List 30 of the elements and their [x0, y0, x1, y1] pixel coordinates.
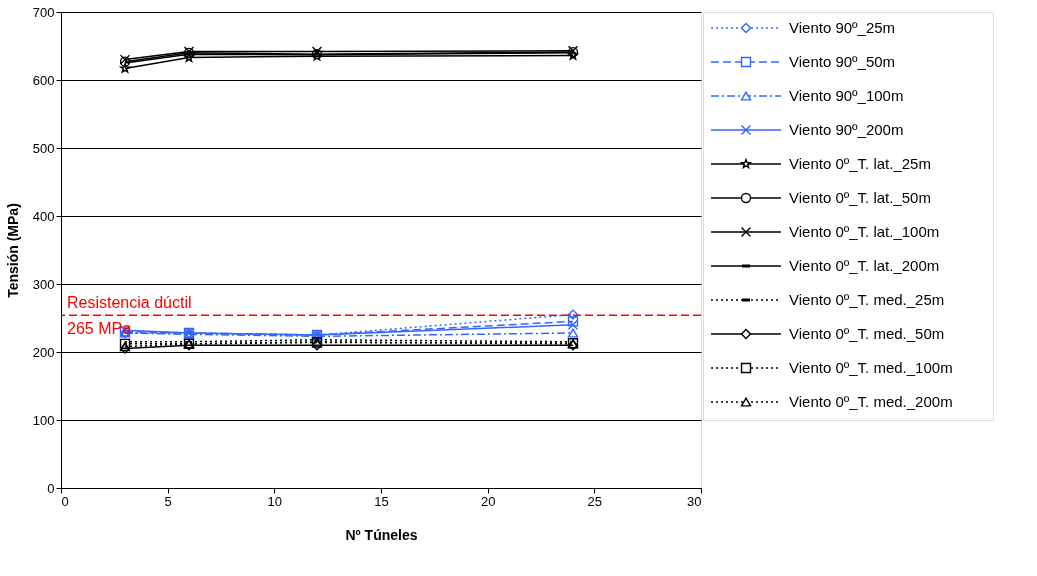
legend-label: Viento 90º_200m — [789, 121, 904, 138]
legend-label: Viento 0º_T. med._50m — [789, 325, 945, 342]
y-tick-label: 400 — [32, 208, 55, 224]
y-tick-label: 0 — [47, 480, 55, 496]
legend-label: Viento 0º_T. lat._50m — [789, 189, 931, 206]
x-tick-label: 5 — [164, 493, 172, 509]
y-tick-label: 600 — [32, 72, 55, 88]
legend-label: Viento 0º_T. lat._25m — [789, 155, 931, 172]
y-tick-label: 200 — [32, 344, 55, 360]
legend-label: Viento 0º_T. med._25m — [789, 291, 945, 308]
y-tick-label: 500 — [32, 140, 55, 156]
x-tick-label: 25 — [587, 493, 603, 509]
x-tick-label: 10 — [267, 493, 283, 509]
x-tick-label: 20 — [480, 493, 496, 509]
y-tick-label: 300 — [32, 276, 55, 292]
legend-label: Viento 90º_25m — [789, 19, 896, 36]
legend-label: Viento 90º_100m — [789, 87, 904, 104]
legend-label: Viento 0º_T. med._100m — [789, 359, 953, 376]
legend-label: Viento 0º_T. lat._100m — [789, 223, 940, 240]
x-tick-label: 0 — [61, 493, 69, 509]
x-tick-label: 30 — [687, 493, 702, 509]
legend-label: Viento 90º_50m — [789, 53, 896, 70]
x-tick-label: 15 — [374, 493, 389, 509]
legend-label: Viento 0º_T. med._200m — [789, 393, 953, 410]
y-axis-title: Tensión (MPa) — [4, 203, 21, 298]
y-tick-label: 700 — [32, 4, 55, 20]
y-tick-label: 100 — [32, 412, 55, 428]
x-axis-title: Nº Túneles — [345, 526, 418, 543]
ref-line-label: Resistencia dúctil 265 MPa — [67, 294, 192, 338]
legend-label: Viento 0º_T. lat._200m — [789, 257, 940, 274]
